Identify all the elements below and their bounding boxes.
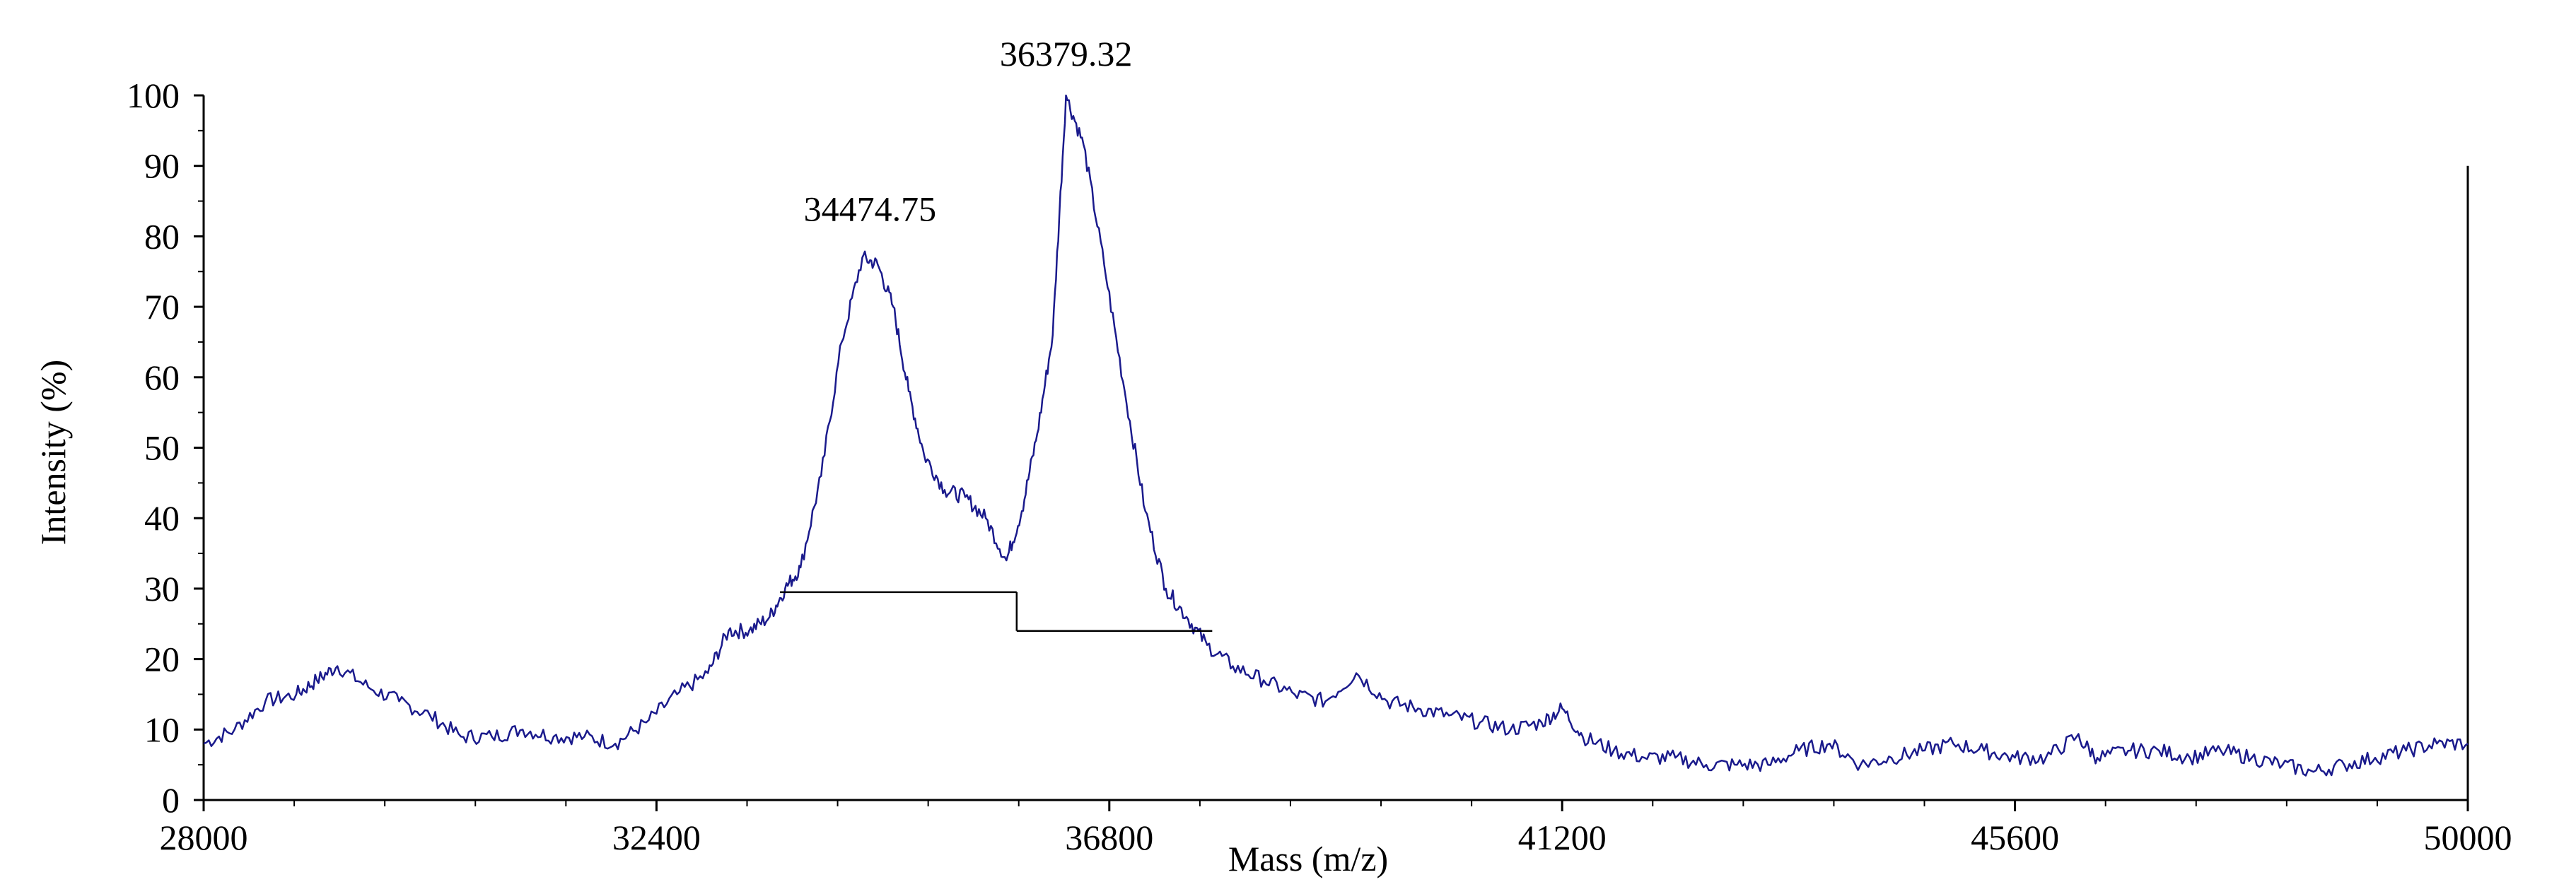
- peak-baselines: [780, 591, 1213, 632]
- y-tick-label: 10: [144, 710, 180, 749]
- x-tick-label: 36800: [1065, 818, 1153, 857]
- x-tick-label: 41200: [1518, 818, 1607, 857]
- x-tick-label: 50000: [2424, 818, 2512, 857]
- y-tick-label: 40: [144, 498, 180, 538]
- y-tick-label: 50: [144, 428, 180, 468]
- annotations: 34474.75 36379.32: [804, 34, 1133, 228]
- x-tick-label: 32400: [612, 818, 701, 857]
- y-tick-label: 100: [127, 76, 180, 115]
- y-tick-label: 60: [144, 358, 180, 397]
- y-tick-label: 0: [162, 780, 180, 820]
- y-tick-label: 70: [144, 287, 180, 327]
- spectrum-line-0: [203, 94, 2469, 777]
- x-axis-title: Mass (m/z): [1228, 839, 1388, 878]
- x-tick-label: 28000: [160, 818, 248, 857]
- y-tick-label: 30: [144, 569, 180, 608]
- y-tick-label: 90: [144, 146, 180, 186]
- peak-label-1: 36379.32: [1000, 34, 1133, 73]
- ticks: 0 10 20 30 40 50 60 70 80 90 100 28000 32400 36800 412…: [127, 76, 2512, 857]
- series: [203, 94, 2469, 777]
- y-axis-title: Intensity (%): [33, 360, 73, 545]
- y-tick-label: 20: [144, 640, 180, 679]
- x-tick-label: 45600: [1971, 818, 2059, 857]
- axes: [202, 95, 2469, 801]
- peak-label-0: 34474.75: [804, 189, 937, 228]
- y-tick-label: 80: [144, 216, 180, 256]
